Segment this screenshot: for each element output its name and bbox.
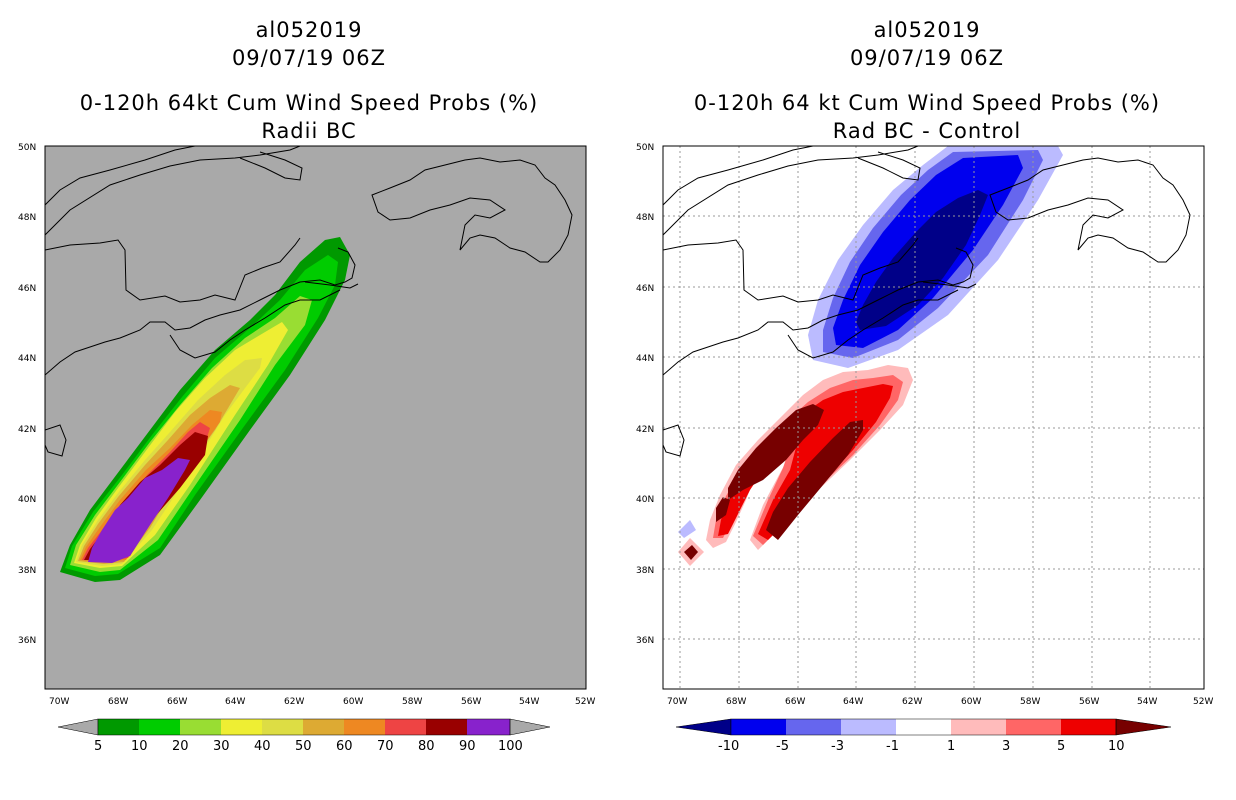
lon-labels: 70W 68W 66W 64W 62W 60W 58W 56W 54W 52W [667, 697, 1213, 707]
lon-label: 62W [902, 697, 922, 707]
lon-label: 66W [785, 697, 805, 707]
colorbar-label: -10 [718, 739, 739, 754]
storm-id: al052019 [873, 18, 981, 42]
datetime: 09/07/19 06Z [849, 46, 1005, 70]
colorbar-label: 3 [1002, 739, 1010, 754]
diff-contour-pos10c [716, 497, 730, 522]
colorbar-label: 100 [498, 739, 523, 754]
colorbar-label: 60 [336, 739, 353, 754]
colorbar: -10 -5 -3 -1 1 3 5 10 [675, 718, 1172, 754]
map-title: 0-120h 64 kt Cum Wind Speed Probs (%) [693, 91, 1161, 115]
diff-contour-pos10e [684, 545, 698, 560]
colorbar-label: 5 [94, 739, 102, 754]
map-subtitle: Rad BC - Control [832, 119, 1022, 143]
left-map-panel: al052019 09/07/19 06Z 0-120h 64kt Cum Wi… [18, 18, 595, 754]
lon-label: 54W [519, 697, 539, 707]
storm-id: al052019 [255, 18, 363, 42]
lat-label: 44N [636, 354, 654, 364]
lon-label: 64W [843, 697, 863, 707]
lat-label: 50N [636, 143, 654, 153]
prob-contour-100 [88, 458, 190, 563]
lat-label: 46N [18, 284, 36, 294]
colorbar-label: 10 [1108, 739, 1125, 754]
lat-label: 36N [636, 636, 654, 646]
left-map-svg: 50N 48N 46N 44N 42N 40N 38N 36N 70W 68W … [18, 143, 595, 754]
lat-label: 46N [636, 284, 654, 294]
lat-label: 38N [18, 566, 36, 576]
lat-labels: 50N 48N 46N 44N 42N 40N 38N 36N [18, 143, 36, 646]
lon-label: 68W [108, 697, 128, 707]
lon-label: 60W [343, 697, 363, 707]
colorbar-label: 20 [172, 739, 189, 754]
lon-label: 52W [575, 697, 595, 707]
lat-label: 40N [636, 495, 654, 505]
lon-label: 64W [225, 697, 245, 707]
lon-label: 70W [49, 697, 69, 707]
lon-label: 62W [284, 697, 304, 707]
map-title: 0-120h 64kt Cum Wind Speed Probs (%) [79, 91, 539, 115]
lat-label: 36N [18, 636, 36, 646]
colorbar-label: -1 [886, 739, 899, 754]
lon-label: 58W [1020, 697, 1040, 707]
colorbar-label: 80 [418, 739, 435, 754]
lon-label: 54W [1137, 697, 1157, 707]
colorbar-label: -3 [831, 739, 844, 754]
colorbar-label: 90 [459, 739, 476, 754]
colorbar-label: 70 [377, 739, 394, 754]
lon-label: 56W [1079, 697, 1099, 707]
colorbar-label: -5 [776, 739, 789, 754]
colorbar-label: 5 [1057, 739, 1065, 754]
colorbar: 5 10 20 30 40 50 60 70 80 90 100 [57, 718, 551, 754]
lat-label: 38N [636, 566, 654, 576]
diff-contour-pos10b [766, 420, 863, 540]
coastlines [663, 146, 1191, 457]
lat-label: 50N [18, 143, 36, 153]
colorbar-label: 30 [213, 739, 230, 754]
map-background [45, 146, 586, 689]
lon-label: 60W [961, 697, 981, 707]
lat-label: 48N [18, 213, 36, 223]
colorbar-label: 1 [947, 739, 955, 754]
lon-label: 70W [667, 697, 687, 707]
lon-label: 52W [1193, 697, 1213, 707]
lon-label: 58W [402, 697, 422, 707]
lat-labels: 50N 48N 46N 44N 42N 40N 38N 36N [636, 143, 654, 646]
map-subtitle: Radii BC [261, 119, 357, 143]
colorbar-label: 10 [131, 739, 148, 754]
lon-label: 66W [167, 697, 187, 707]
right-map-svg: 50N 48N 46N 44N 42N 40N 38N 36N 70W 68W … [636, 143, 1213, 754]
lat-label: 44N [18, 354, 36, 364]
lat-label: 42N [18, 425, 36, 435]
diff-contour-neg1b [678, 520, 696, 538]
datetime: 09/07/19 06Z [231, 46, 387, 70]
right-map-panel: al052019 09/07/19 06Z 0-120h 64 kt Cum W… [618, 0, 1236, 800]
lon-label: 56W [461, 697, 481, 707]
lon-labels: 70W 68W 66W 64W 62W 60W 58W 56W 54W 52W [49, 697, 595, 707]
lat-label: 40N [18, 495, 36, 505]
colorbar-label: 40 [254, 739, 271, 754]
colorbar-label: 50 [295, 739, 312, 754]
lat-label: 42N [636, 425, 654, 435]
lat-label: 48N [636, 213, 654, 223]
coastlines [45, 146, 573, 457]
lon-label: 68W [726, 697, 746, 707]
